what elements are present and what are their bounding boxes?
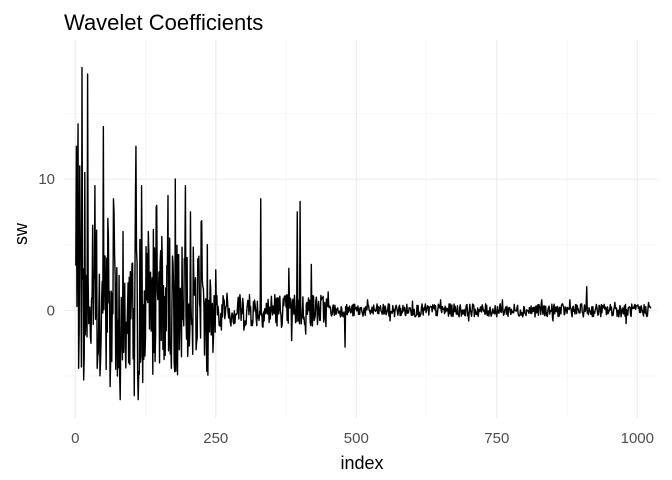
x-tick-label: 0 bbox=[71, 430, 79, 447]
x-axis-tick-labels: 0 250 500 750 1000 bbox=[71, 430, 654, 447]
x-tick-label: 750 bbox=[484, 430, 509, 447]
y-axis-tick-labels: 0 10 bbox=[38, 171, 55, 319]
series-line-group bbox=[75, 66, 652, 401]
x-tick-label: 500 bbox=[344, 430, 369, 447]
x-tick-label: 250 bbox=[203, 430, 228, 447]
x-axis-label: index bbox=[340, 453, 383, 473]
y-tick-label: 10 bbox=[38, 171, 55, 188]
y-tick-label: 0 bbox=[47, 302, 55, 319]
chart-title: Wavelet Coefficients bbox=[64, 10, 263, 35]
x-tick-label: 1000 bbox=[621, 430, 654, 447]
series-line-sw bbox=[75, 66, 652, 401]
y-axis-label: sw bbox=[11, 222, 31, 245]
minor-gridlines bbox=[64, 40, 657, 418]
